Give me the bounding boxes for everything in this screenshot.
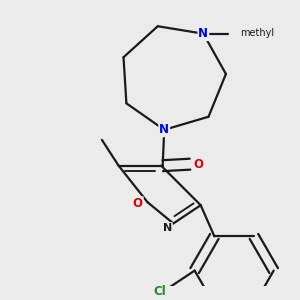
Text: N: N bbox=[159, 123, 169, 136]
Text: methyl: methyl bbox=[240, 28, 274, 38]
Text: N: N bbox=[198, 27, 208, 40]
Text: Cl: Cl bbox=[153, 285, 166, 298]
Text: O: O bbox=[194, 158, 204, 171]
Text: O: O bbox=[133, 197, 143, 210]
Text: N: N bbox=[163, 223, 172, 233]
